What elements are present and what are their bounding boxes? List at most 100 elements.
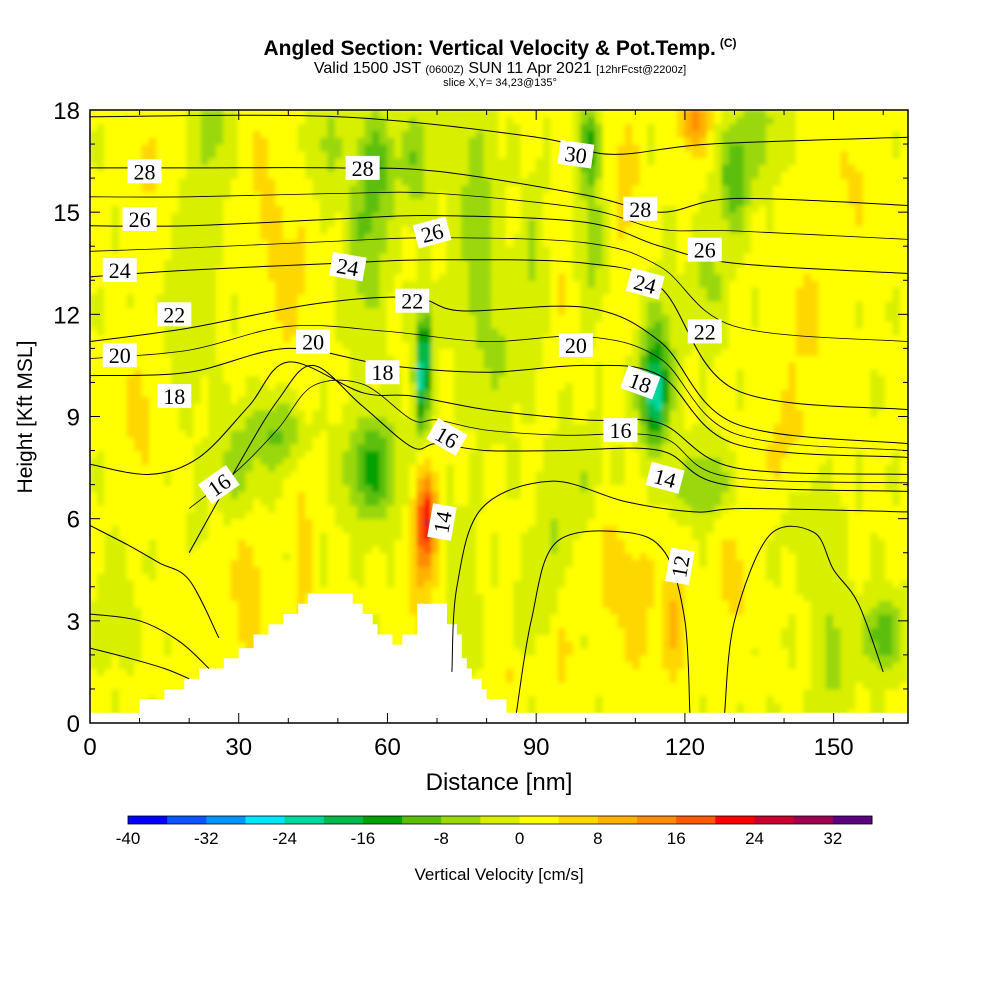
velocity-cell [862, 592, 872, 601]
velocity-cell [810, 558, 820, 567]
velocity-cell [223, 552, 232, 561]
velocity-cell [96, 449, 106, 458]
velocity-cell [550, 470, 560, 479]
velocity-cell [669, 681, 679, 690]
velocity-cell [193, 599, 203, 608]
velocity-cell [446, 415, 455, 424]
velocity-cell [178, 409, 188, 418]
velocity-cell [632, 695, 641, 704]
velocity-cell [253, 627, 262, 636]
velocity-cell [543, 497, 552, 506]
velocity-cell [104, 695, 113, 704]
velocity-cell [699, 477, 708, 486]
velocity-cell [840, 688, 850, 697]
velocity-cell [847, 695, 857, 704]
chart-valid-time: Valid 1500 JST (0600Z) SUN 11 Apr 2021 [… [0, 60, 1000, 78]
velocity-cell [424, 449, 433, 458]
velocity-cell [371, 463, 381, 472]
velocity-cell [587, 443, 597, 452]
velocity-cell [260, 436, 270, 445]
velocity-cell [134, 633, 143, 642]
velocity-cell [282, 497, 292, 506]
velocity-cell [438, 545, 448, 554]
velocity-cell [766, 415, 775, 424]
velocity-cell [401, 436, 411, 445]
velocity-cell [580, 654, 589, 663]
velocity-cell [535, 470, 545, 479]
velocity-cell [238, 518, 247, 527]
velocity-cell [602, 647, 612, 656]
velocity-cell [810, 701, 820, 710]
velocity-cell [200, 613, 210, 622]
velocity-cell [208, 565, 218, 574]
velocity-cell [676, 511, 686, 520]
velocity-cell [156, 443, 165, 452]
velocity-cell [260, 531, 270, 540]
velocity-cell [795, 701, 805, 710]
velocity-cell [401, 572, 411, 581]
velocity-cell [847, 579, 857, 588]
velocity-cell [178, 620, 188, 629]
velocity-cell [855, 661, 864, 670]
velocity-cell [215, 415, 225, 424]
velocity-cell [401, 552, 411, 561]
velocity-cell [565, 695, 574, 704]
velocity-cell [788, 545, 798, 554]
velocity-cell [468, 524, 478, 533]
velocity-cell [699, 674, 708, 683]
velocity-cell [885, 701, 894, 710]
velocity-cell [357, 477, 366, 486]
velocity-cell [111, 688, 121, 697]
velocity-cell [282, 477, 292, 486]
velocity-cell [171, 647, 180, 656]
velocity-cell [721, 415, 731, 424]
velocity-cell [602, 701, 612, 710]
velocity-cell [111, 443, 121, 452]
velocity-cell [215, 497, 225, 506]
velocity-cell [282, 415, 292, 424]
velocity-cell [215, 511, 225, 520]
velocity-cell [401, 422, 411, 431]
velocity-cell [595, 490, 604, 499]
velocity-cell [349, 545, 359, 554]
velocity-cell [617, 558, 627, 567]
velocity-cell [186, 565, 195, 574]
velocity-cell [557, 586, 567, 595]
velocity-cell [111, 647, 121, 656]
velocity-cell [847, 490, 857, 499]
velocity-cell [899, 613, 908, 622]
velocity-cell [743, 599, 753, 608]
velocity-cell [431, 443, 441, 452]
velocity-cell [617, 524, 627, 533]
velocity-cell [795, 586, 805, 595]
velocity-cell [483, 627, 493, 636]
velocity-cell [736, 456, 745, 465]
velocity-cell [766, 579, 775, 588]
velocity-cell [476, 565, 485, 574]
velocity-cell [267, 511, 277, 520]
velocity-cell [386, 497, 396, 506]
velocity-cell [565, 538, 574, 547]
velocity-cell [476, 545, 485, 554]
velocity-cell [327, 558, 336, 567]
velocity-cell [714, 443, 723, 452]
velocity-cell [171, 681, 180, 690]
velocity-cell [178, 558, 188, 567]
velocity-cell [899, 586, 908, 595]
velocity-cell [662, 511, 671, 520]
velocity-cell [587, 422, 597, 431]
velocity-cell [580, 449, 589, 458]
velocity-cell [699, 429, 708, 438]
velocity-cell [208, 572, 218, 581]
velocity-cell [104, 586, 113, 595]
velocity-cell [409, 436, 418, 445]
velocity-cell [483, 422, 493, 431]
velocity-cell [550, 422, 560, 431]
velocity-cell [453, 552, 463, 561]
velocity-cell [885, 627, 894, 636]
velocity-cell [104, 640, 113, 649]
velocity-cell [513, 531, 522, 540]
velocity-cell [803, 579, 812, 588]
velocity-cell [632, 443, 641, 452]
velocity-cell [275, 443, 284, 452]
